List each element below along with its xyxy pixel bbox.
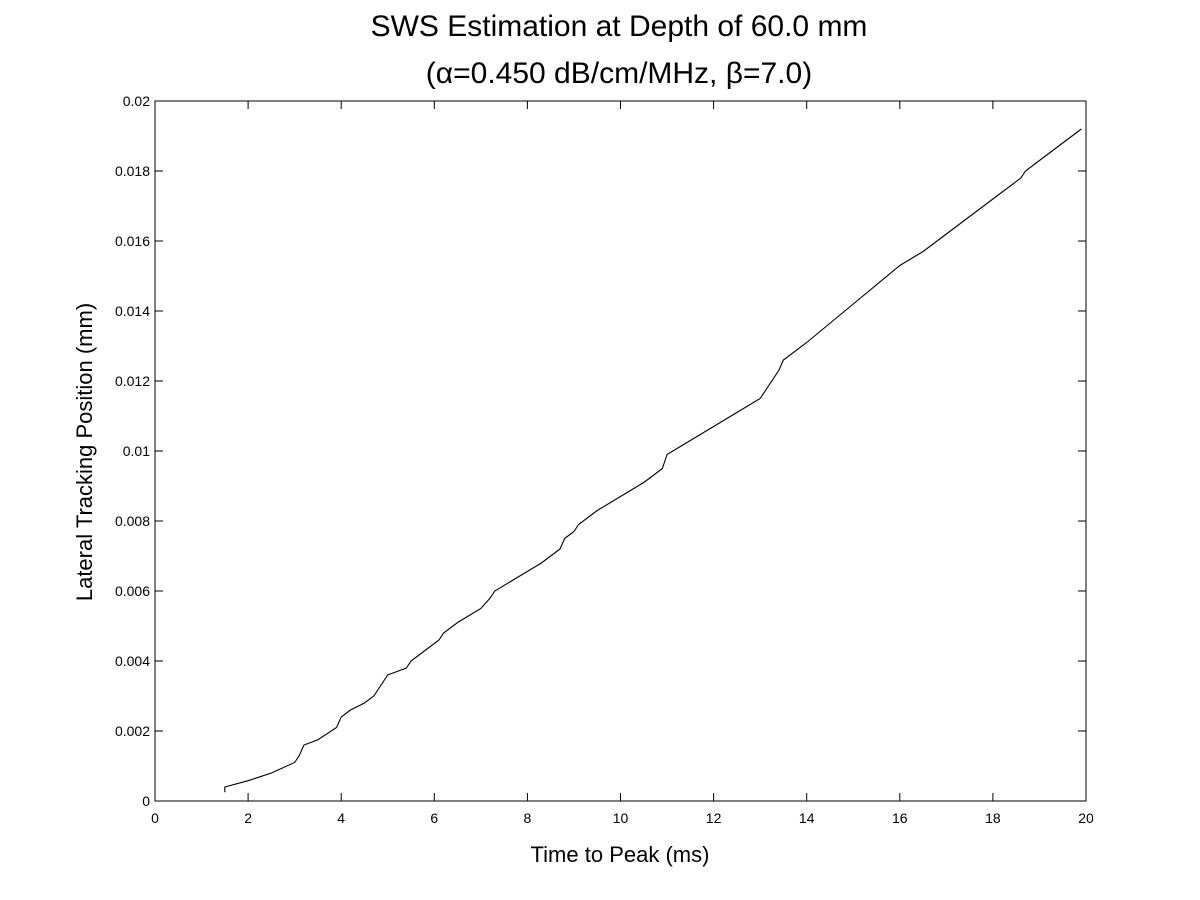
x-tick-label: 10	[613, 810, 629, 826]
x-tick-label: 0	[151, 810, 159, 826]
chart-title: SWS Estimation at Depth of 60.0 mm	[371, 10, 868, 43]
y-tick-label: 0.016	[115, 233, 150, 249]
y-tick-label: 0	[142, 793, 150, 809]
y-axis-tick-labels: 0 0.002 0.004 0.006 0.008 0.01 0.012 0.014 0.016…	[115, 93, 150, 809]
y-tick-label: 0.004	[115, 653, 150, 669]
y-tick-label: 0.02	[123, 93, 150, 109]
plot-area	[154, 100, 1087, 802]
x-tick-label: 20	[1078, 810, 1094, 826]
chart-subtitle: (α=0.450 dB/cm/MHz, β=7.0)	[426, 57, 812, 90]
x-tick-label: 14	[799, 810, 815, 826]
x-tick-label: 18	[985, 810, 1001, 826]
x-axis-ticks	[154, 101, 1087, 801]
y-tick-label: 0.018	[115, 163, 150, 179]
y-tick-label: 0.008	[115, 513, 150, 529]
x-axis-tick-labels: 0 2 4 6 8 10 12 14 16 18 20	[151, 810, 1094, 826]
y-tick-label: 0.01	[123, 443, 150, 459]
x-tick-label: 8	[524, 810, 532, 826]
x-tick-label: 2	[244, 810, 252, 826]
data-series-line	[224, 128, 1082, 793]
y-tick-label: 0.012	[115, 373, 150, 389]
y-tick-label: 0.006	[115, 583, 150, 599]
x-tick-label: 6	[430, 810, 438, 826]
y-tick-label: 0.014	[115, 303, 150, 319]
x-tick-label: 12	[706, 810, 722, 826]
x-tick-label: 16	[892, 810, 908, 826]
x-axis-label: Time to Peak (ms)	[531, 842, 710, 867]
y-axis-ticks	[155, 100, 1086, 802]
x-tick-label: 4	[337, 810, 345, 826]
y-tick-label: 0.002	[115, 723, 150, 739]
y-axis-label: Lateral Tracking Position (mm)	[72, 303, 97, 601]
